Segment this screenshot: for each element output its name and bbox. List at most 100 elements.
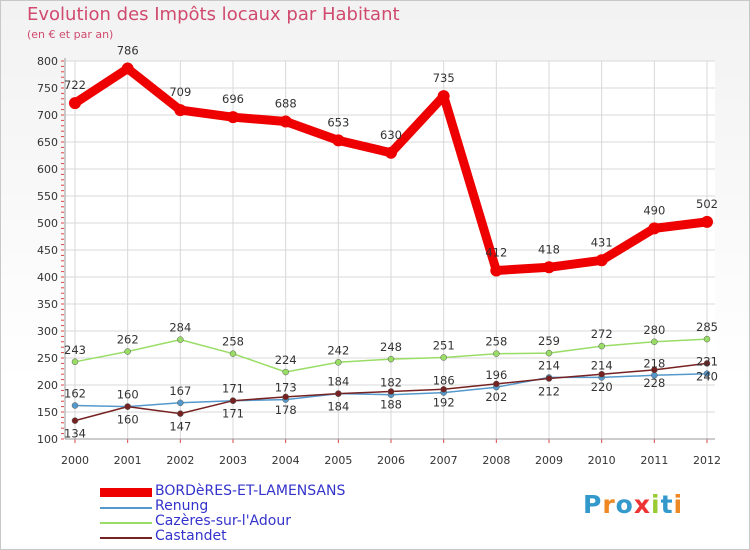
data-point: [229, 350, 237, 357]
data-label: 218: [643, 356, 665, 370]
data-point: [71, 402, 79, 409]
legend-swatch: [100, 488, 152, 497]
logo-letter: o: [615, 490, 634, 519]
data-point: [651, 366, 658, 374]
legend-label: BORDèRES-ET-LAMENSANS: [155, 483, 346, 499]
legend-swatch: [100, 537, 152, 539]
data-point: [387, 355, 395, 363]
data-label: 243: [64, 343, 86, 357]
data-point: [282, 393, 289, 401]
data-label: 258: [222, 335, 244, 349]
data-point: [440, 386, 447, 393]
data-label: 735: [433, 71, 455, 85]
x-tick-label: 2001: [114, 454, 142, 467]
data-label: 786: [117, 44, 139, 58]
y-tick-label: 100: [37, 433, 58, 446]
data-point: [71, 417, 79, 424]
data-point: [174, 104, 187, 117]
data-label: 178: [275, 403, 297, 417]
data-label: 173: [275, 381, 297, 395]
data-point: [177, 399, 184, 407]
x-tick-label: 2005: [324, 454, 352, 467]
data-label: 431: [591, 235, 613, 249]
y-tick-label: 400: [37, 271, 58, 284]
data-point: [648, 222, 661, 235]
data-point: [177, 410, 184, 417]
data-point: [124, 403, 131, 410]
data-label: 167: [169, 384, 191, 398]
logo-letter: i: [673, 490, 684, 519]
x-tick-label: 2007: [430, 454, 458, 467]
data-point: [437, 90, 450, 103]
data-point: [387, 388, 395, 395]
chart-subtitle: (en € et par an): [27, 28, 114, 41]
data-point: [598, 342, 605, 350]
data-label: 284: [169, 321, 191, 335]
y-tick-label: 550: [37, 190, 58, 203]
x-tick-label: 2010: [588, 454, 616, 467]
data-point: [703, 370, 711, 377]
x-tick-label: 2002: [166, 454, 194, 467]
legend-label: Castandet: [155, 528, 227, 544]
data-point: [545, 375, 553, 382]
data-point: [598, 370, 605, 378]
legend-swatch: [100, 522, 152, 524]
data-point: [440, 354, 447, 361]
x-tick-label: 2000: [61, 454, 89, 467]
data-label: 171: [222, 382, 244, 396]
data-label: 418: [538, 242, 560, 256]
data-label: 280: [643, 323, 665, 337]
y-tick-label: 700: [37, 109, 58, 122]
data-point: [69, 97, 81, 110]
data-label: 502: [696, 197, 718, 211]
data-point: [703, 335, 711, 343]
y-tick-label: 200: [37, 379, 58, 392]
data-point: [229, 397, 237, 404]
x-tick-label: 2009: [535, 454, 563, 467]
logo-letter: t: [660, 490, 674, 519]
data-label: 160: [117, 388, 139, 402]
data-label: 188: [380, 397, 402, 411]
line-chart: 100 150 200 250 300 350 400 450 500 550 600 650 700 7…: [37, 44, 721, 467]
data-point: [701, 215, 713, 228]
data-label: 722: [64, 78, 86, 92]
data-label: 214: [591, 358, 613, 372]
data-label: 251: [433, 338, 455, 352]
data-point: [490, 264, 503, 277]
data-label: 242: [327, 343, 349, 357]
data-point: [545, 349, 553, 357]
data-label: 147: [169, 420, 191, 434]
data-label: 258: [485, 335, 507, 349]
data-label: 285: [696, 320, 718, 334]
proxiti-logo: Proxiti: [583, 490, 683, 519]
legend-swatch: [100, 507, 152, 509]
data-label: 709: [169, 85, 191, 99]
data-point: [335, 390, 342, 397]
data-label: 184: [327, 400, 349, 414]
logo-letter: r: [602, 490, 616, 519]
x-tick-label: 2012: [693, 454, 721, 467]
data-point: [543, 261, 555, 274]
y-tick-label: 250: [37, 352, 58, 365]
x-tick-label: 2011: [640, 454, 668, 467]
data-label: 224: [275, 353, 297, 367]
data-point: [124, 348, 131, 355]
logo-letter: i: [651, 490, 661, 519]
data-point: [177, 336, 184, 343]
y-tick-label: 300: [37, 325, 58, 338]
legend-label: Renung: [155, 498, 209, 514]
data-point: [651, 338, 658, 346]
data-label: 696: [222, 92, 244, 106]
data-point: [493, 380, 500, 388]
y-tick-label: 500: [37, 217, 58, 230]
x-tick-label: 2004: [272, 454, 300, 467]
data-point: [385, 146, 397, 159]
y-tick-label: 650: [37, 136, 58, 149]
data-label: 220: [591, 380, 613, 394]
y-tick-label: 750: [37, 82, 58, 95]
y-tick-label: 350: [37, 298, 58, 311]
data-label: 221: [696, 355, 718, 369]
y-tick-label: 150: [37, 406, 58, 419]
data-label: 212: [538, 385, 560, 399]
data-label: 134: [64, 427, 86, 441]
